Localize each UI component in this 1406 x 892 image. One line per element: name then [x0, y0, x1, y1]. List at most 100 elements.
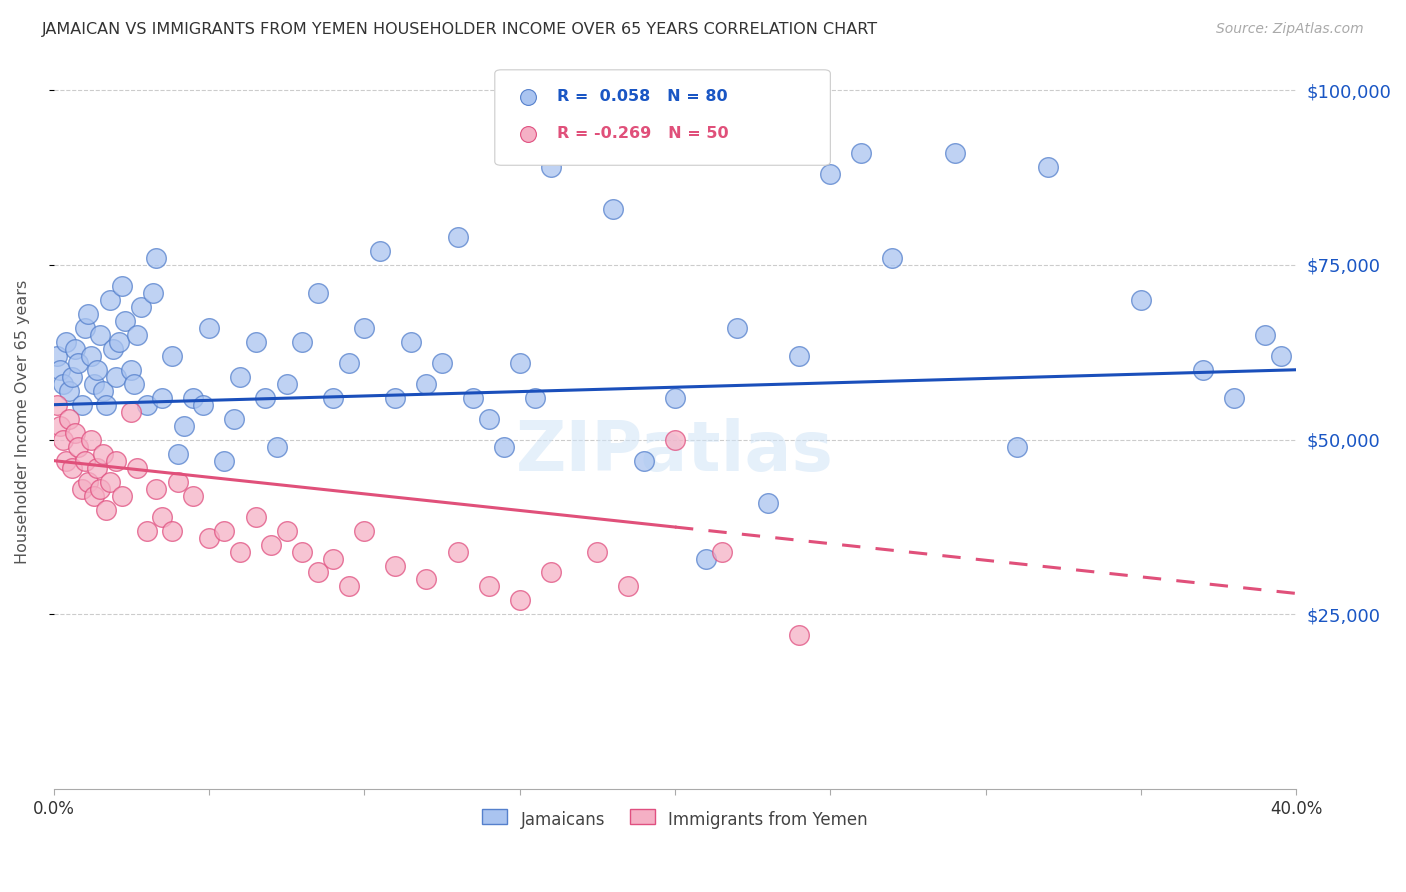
Point: [415, 573, 437, 587]
Point: [337, 579, 360, 593]
Point: [266, 440, 288, 454]
Point: [664, 433, 686, 447]
Point: [129, 300, 152, 314]
Point: [160, 524, 183, 538]
Point: [60, 369, 83, 384]
Point: [45, 398, 67, 412]
Point: [120, 405, 142, 419]
Point: [65, 342, 87, 356]
Point: [198, 531, 221, 545]
Point: [307, 566, 329, 580]
Point: [198, 320, 221, 334]
Point: [509, 356, 531, 370]
Point: [83, 376, 105, 391]
Point: [58, 384, 80, 398]
Point: [127, 460, 149, 475]
Point: [135, 398, 157, 412]
Point: [725, 320, 748, 334]
Point: [150, 391, 173, 405]
Point: [120, 363, 142, 377]
Point: [461, 391, 484, 405]
Point: [509, 593, 531, 607]
Point: [322, 391, 344, 405]
Point: [1254, 327, 1277, 342]
Point: [214, 453, 236, 467]
Point: [756, 495, 779, 509]
Point: [353, 524, 375, 538]
Point: [70, 482, 93, 496]
Point: [524, 391, 547, 405]
Point: [67, 356, 90, 370]
Point: [98, 293, 121, 307]
Point: [55, 453, 77, 467]
Point: [446, 544, 468, 558]
Point: [943, 146, 966, 161]
Point: [245, 334, 267, 349]
Point: [55, 334, 77, 349]
Point: [80, 349, 103, 363]
Point: [820, 167, 842, 181]
Point: [633, 453, 655, 467]
Point: [1036, 160, 1059, 174]
Point: [307, 285, 329, 300]
Point: [183, 489, 205, 503]
Point: [183, 391, 205, 405]
Point: [1005, 440, 1028, 454]
Point: [114, 314, 136, 328]
Text: JAMAICAN VS IMMIGRANTS FROM YEMEN HOUSEHOLDER INCOME OVER 65 YEARS CORRELATION C: JAMAICAN VS IMMIGRANTS FROM YEMEN HOUSEH…: [42, 22, 879, 37]
Point: [602, 202, 624, 216]
Point: [540, 160, 562, 174]
Point: [145, 251, 167, 265]
Point: [191, 398, 214, 412]
Point: [108, 334, 131, 349]
Point: [60, 460, 83, 475]
Point: [111, 278, 134, 293]
Point: [80, 433, 103, 447]
Point: [98, 475, 121, 489]
Point: [245, 509, 267, 524]
Y-axis label: Householder Income Over 65 years: Householder Income Over 65 years: [15, 280, 30, 565]
Point: [65, 425, 87, 440]
Point: [368, 244, 391, 258]
Point: [787, 349, 810, 363]
Point: [150, 509, 173, 524]
Point: [415, 376, 437, 391]
Point: [617, 579, 640, 593]
Point: [86, 460, 108, 475]
Point: [58, 411, 80, 425]
Point: [96, 502, 118, 516]
Text: R =  0.058   N = 80: R = 0.058 N = 80: [557, 89, 727, 104]
Point: [67, 440, 90, 454]
Point: [127, 327, 149, 342]
Point: [276, 524, 298, 538]
Point: [430, 356, 453, 370]
Point: [260, 537, 283, 551]
FancyBboxPatch shape: [495, 70, 831, 165]
Point: [160, 349, 183, 363]
Point: [124, 376, 146, 391]
Point: [96, 398, 118, 412]
Point: [253, 391, 276, 405]
Point: [45, 349, 67, 363]
Point: [229, 369, 252, 384]
Point: [664, 391, 686, 405]
Point: [70, 398, 93, 412]
Point: [89, 482, 111, 496]
Point: [882, 251, 904, 265]
Point: [291, 544, 314, 558]
Point: [478, 411, 501, 425]
Point: [222, 411, 245, 425]
Point: [135, 524, 157, 538]
Point: [494, 440, 516, 454]
Point: [276, 376, 298, 391]
Point: [76, 307, 98, 321]
Text: Source: ZipAtlas.com: Source: ZipAtlas.com: [1216, 22, 1364, 37]
Point: [91, 384, 114, 398]
Point: [1192, 363, 1215, 377]
Point: [89, 327, 111, 342]
Point: [52, 376, 75, 391]
Point: [83, 489, 105, 503]
Point: [167, 475, 190, 489]
Point: [1223, 391, 1246, 405]
Point: [291, 334, 314, 349]
